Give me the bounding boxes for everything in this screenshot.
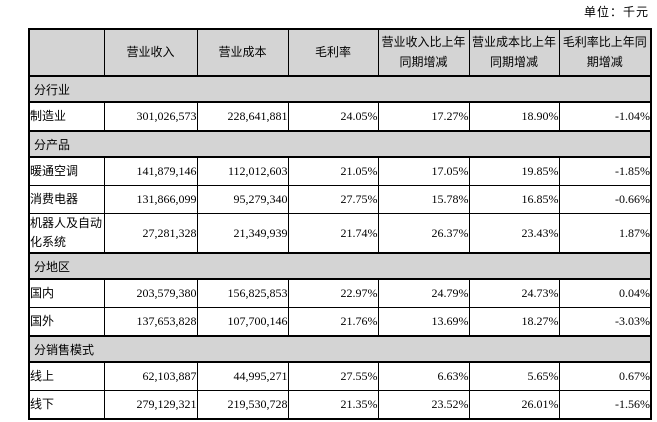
cell-cost: 21,349,939 xyxy=(196,213,289,254)
cell-revenue: 137,653,828 xyxy=(103,307,198,337)
cell-cost: 112,012,603 xyxy=(196,156,289,186)
cell-cost: 156,825,853 xyxy=(196,278,289,309)
header-empty-cell xyxy=(28,28,105,77)
section-row-industry: 分行业 xyxy=(28,75,652,103)
header-cell-gross-margin: 毛利率 xyxy=(287,28,379,77)
cell-revenue: 27,281,328 xyxy=(103,213,198,254)
cell-gross-margin: 24.05% xyxy=(287,101,379,132)
cell-cost-yoy: 16.85% xyxy=(468,185,560,214)
row-label: 消费电器 xyxy=(28,185,105,214)
row-label: 暖通空调 xyxy=(28,156,105,186)
cell-cost: 219,530,728 xyxy=(196,390,289,420)
cell-revenue-yoy: 17.05% xyxy=(377,156,470,186)
section-row-product: 分产品 xyxy=(28,130,652,158)
section-title: 分销售模式 xyxy=(28,335,652,364)
section-row-sales-model: 分销售模式 xyxy=(28,335,652,364)
cell-revenue-yoy: 24.79% xyxy=(377,278,470,309)
header-cell-cost-yoy: 营业成本比上年同期增减 xyxy=(468,28,560,77)
cell-cost-yoy: 18.27% xyxy=(468,307,560,337)
cell-margin-yoy: -1.56% xyxy=(558,390,652,420)
cell-revenue: 131,866,099 xyxy=(103,185,198,214)
table-row-offline: 线下 279,129,321 219,530,728 21.35% 23.52%… xyxy=(28,390,652,420)
header-cell-margin-yoy: 毛利率比上年同期增减 xyxy=(558,28,652,77)
cell-cost: 228,641,881 xyxy=(196,101,289,132)
cell-margin-yoy: -3.03% xyxy=(558,307,652,337)
cell-cost: 95,279,340 xyxy=(196,185,289,214)
header-cell-revenue-yoy: 营业收入比上年同期增减 xyxy=(377,28,470,77)
cell-gross-margin: 27.55% xyxy=(287,361,379,392)
cell-cost-yoy: 18.90% xyxy=(468,101,560,132)
table-row-hvac: 暖通空调 141,879,146 112,012,603 21.05% 17.0… xyxy=(28,156,652,186)
cell-revenue: 62,103,887 xyxy=(103,361,198,392)
unit-label: 单位：千元 xyxy=(583,5,649,19)
table-row-online: 线上 62,103,887 44,995,271 27.55% 6.63% 5.… xyxy=(28,361,652,392)
table-row-robotics: 机器人及自动化系统 27,281,328 21,349,939 21.74% 2… xyxy=(28,213,652,254)
cell-cost-yoy: 5.65% xyxy=(468,361,560,392)
table-row-overseas: 国外 137,653,828 107,700,146 21.76% 13.69%… xyxy=(28,307,652,337)
cell-cost: 107,700,146 xyxy=(196,307,289,337)
cell-cost-yoy: 24.73% xyxy=(468,278,560,309)
cell-margin-yoy: 0.67% xyxy=(558,361,652,392)
table-row-domestic: 国内 203,579,380 156,825,853 22.97% 24.79%… xyxy=(28,278,652,309)
cell-revenue-yoy: 23.52% xyxy=(377,390,470,420)
cell-margin-yoy: 1.87% xyxy=(558,213,652,254)
row-label: 国外 xyxy=(28,307,105,337)
cell-revenue: 203,579,380 xyxy=(103,278,198,309)
cell-cost-yoy: 23.43% xyxy=(468,213,560,254)
cell-revenue: 301,026,573 xyxy=(103,101,198,132)
cell-gross-margin: 21.76% xyxy=(287,307,379,337)
cell-gross-margin: 21.05% xyxy=(287,156,379,186)
header-cell-revenue: 营业收入 xyxy=(103,28,198,77)
row-label: 制造业 xyxy=(28,101,105,132)
table-header-row: 营业收入 营业成本 毛利率 营业收入比上年同期增减 营业成本比上年同期增减 毛利… xyxy=(28,28,652,77)
cell-gross-margin: 27.75% xyxy=(287,185,379,214)
cell-cost: 44,995,271 xyxy=(196,361,289,392)
cell-gross-margin: 21.74% xyxy=(287,213,379,254)
cell-revenue-yoy: 6.63% xyxy=(377,361,470,392)
cell-revenue-yoy: 13.69% xyxy=(377,307,470,337)
cell-gross-margin: 22.97% xyxy=(287,278,379,309)
cell-cost-yoy: 19.85% xyxy=(468,156,560,186)
row-label: 机器人及自动化系统 xyxy=(28,213,105,254)
cell-margin-yoy: 0.04% xyxy=(558,278,652,309)
row-label: 国内 xyxy=(28,278,105,309)
row-label: 线上 xyxy=(28,361,105,392)
cell-revenue-yoy: 17.27% xyxy=(377,101,470,132)
cell-revenue-yoy: 15.78% xyxy=(377,185,470,214)
cell-revenue: 279,129,321 xyxy=(103,390,198,420)
cell-revenue-yoy: 26.37% xyxy=(377,213,470,254)
cell-gross-margin: 21.35% xyxy=(287,390,379,420)
segment-report-table: 营业收入 营业成本 毛利率 营业收入比上年同期增减 营业成本比上年同期增减 毛利… xyxy=(28,28,652,421)
row-label: 线下 xyxy=(28,390,105,420)
header-cell-cost: 营业成本 xyxy=(196,28,289,77)
table-row-consumer-appliances: 消费电器 131,866,099 95,279,340 27.75% 15.78… xyxy=(28,185,652,214)
cell-margin-yoy: -1.04% xyxy=(558,101,652,132)
section-row-region: 分地区 xyxy=(28,252,652,281)
section-title: 分行业 xyxy=(28,75,652,103)
cell-margin-yoy: -1.85% xyxy=(558,156,652,186)
section-title: 分地区 xyxy=(28,252,652,281)
table-row-manufacturing: 制造业 301,026,573 228,641,881 24.05% 17.27… xyxy=(28,101,652,132)
section-title: 分产品 xyxy=(28,130,652,158)
cell-margin-yoy: -0.66% xyxy=(558,185,652,214)
cell-cost-yoy: 26.01% xyxy=(468,390,560,420)
cell-revenue: 141,879,146 xyxy=(103,156,198,186)
